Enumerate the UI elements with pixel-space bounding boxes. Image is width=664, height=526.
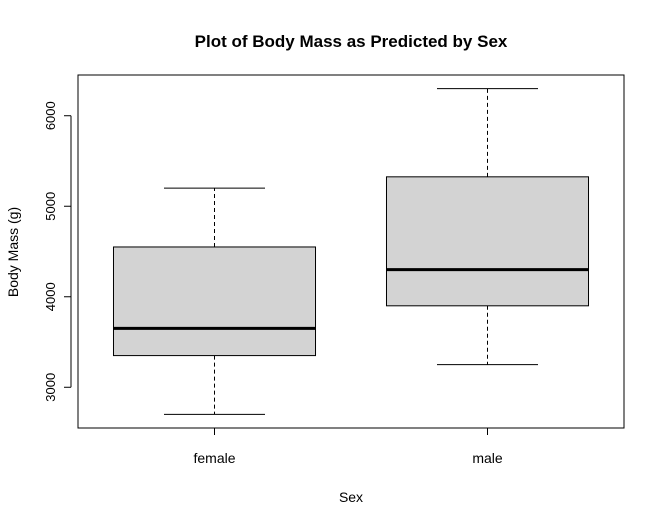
iqr-box [112, 246, 317, 357]
x-axis-label: Sex [339, 489, 363, 505]
x-axis: female male [193, 427, 503, 466]
iqr-box [385, 176, 590, 307]
y-axis: 3000 4000 5000 6000 [43, 101, 72, 402]
y-tick-label: 3000 [43, 373, 58, 402]
y-tick-label: 4000 [43, 282, 58, 311]
x-tick-label: male [472, 450, 503, 466]
chart-title: Plot of Body Mass as Predicted by Sex [195, 32, 508, 51]
box-male [385, 88, 590, 366]
y-tick-label: 5000 [43, 192, 58, 221]
x-tick-label: female [193, 450, 235, 466]
box-group [112, 88, 590, 415]
y-axis-label: Body Mass (g) [5, 207, 21, 297]
y-tick-label: 6000 [43, 101, 58, 130]
box-female [112, 187, 317, 415]
